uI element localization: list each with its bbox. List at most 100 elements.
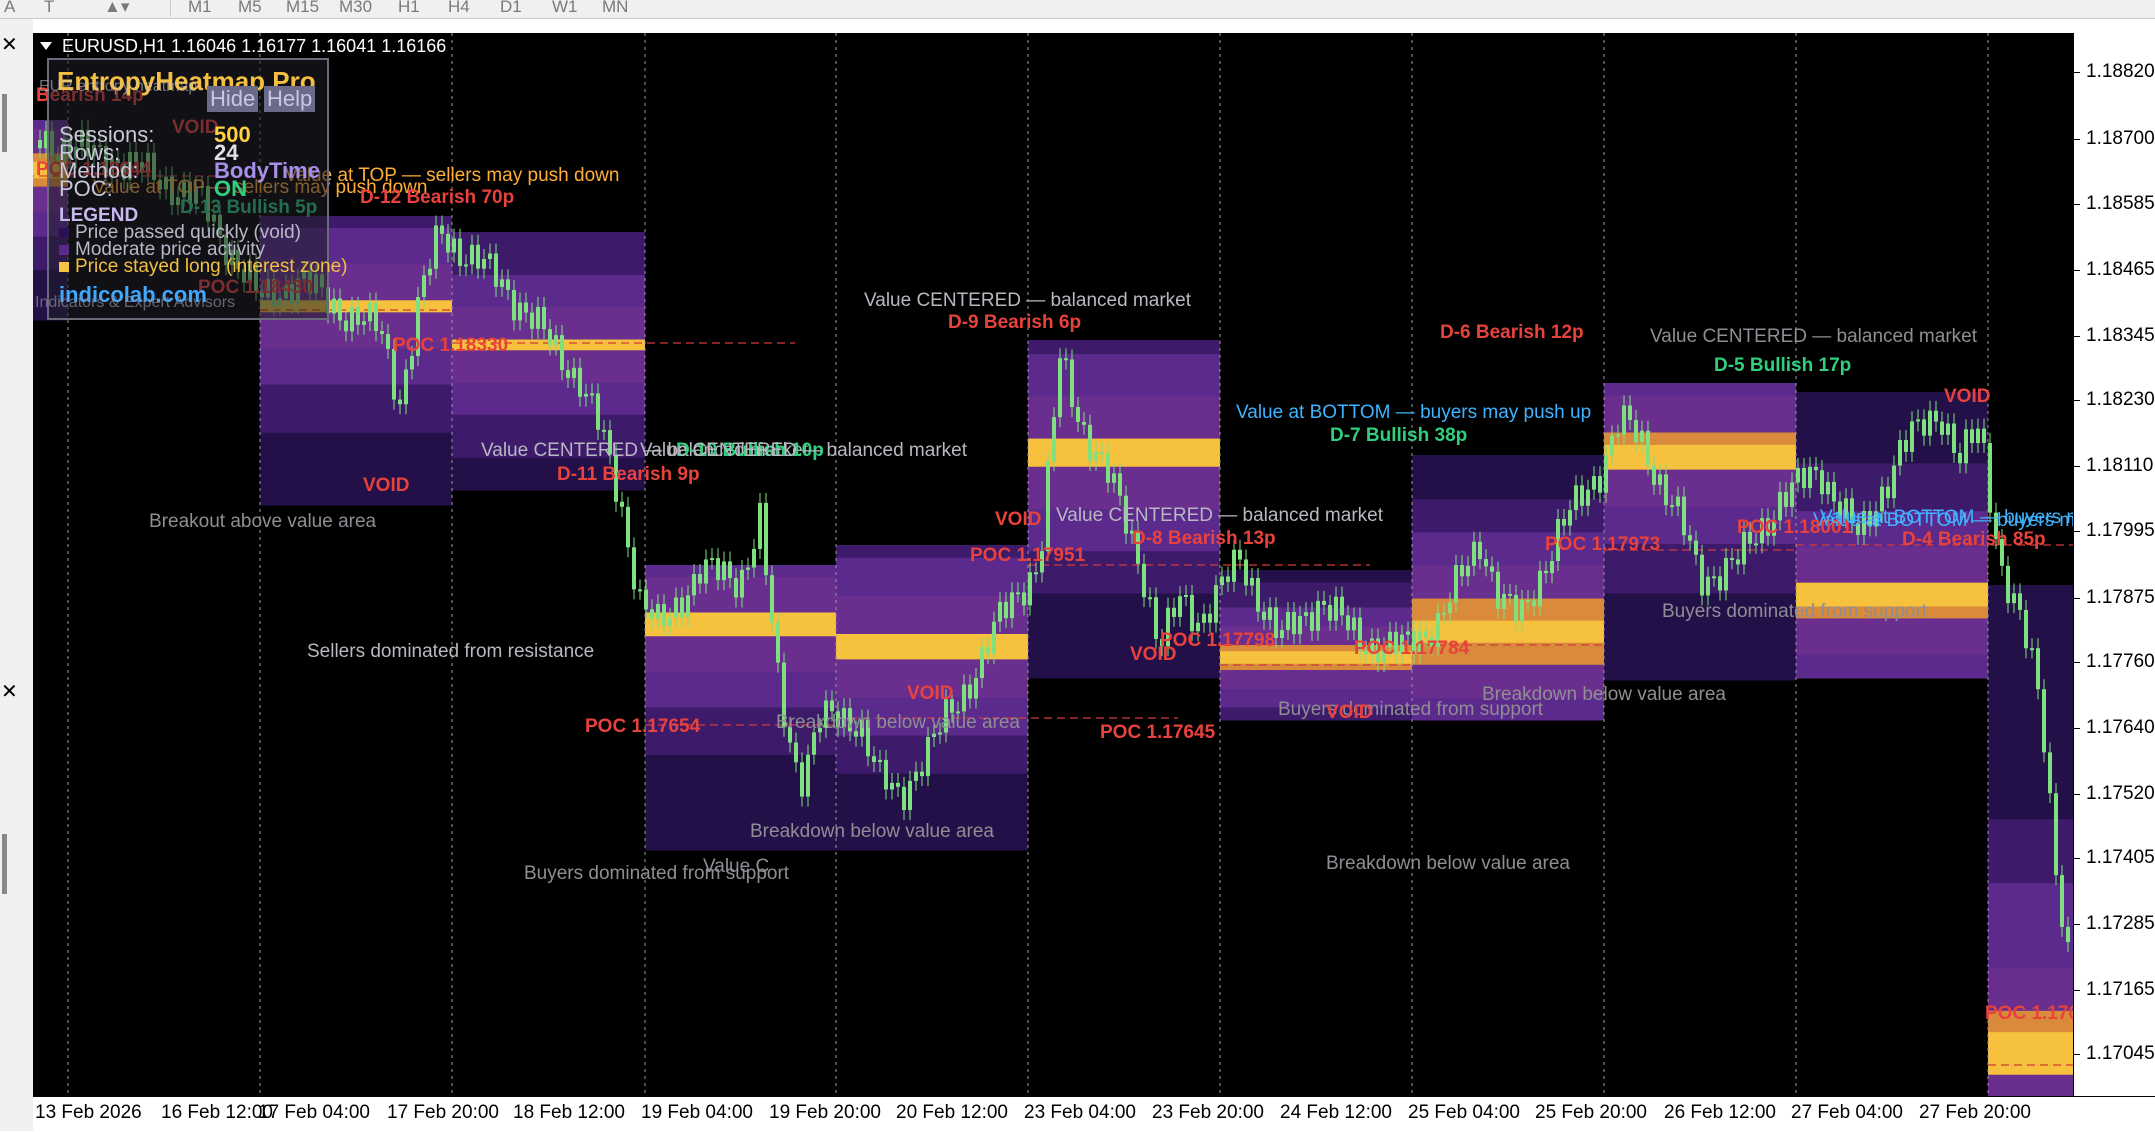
chart-area[interactable]: [33, 33, 2073, 1096]
time-label: 23 Feb 04:00: [1024, 1102, 1136, 1123]
left-scroll-handle-2[interactable]: [2, 834, 7, 894]
close-chart-icon[interactable]: ✕: [1, 32, 18, 56]
heatmap-cell: [1028, 537, 1220, 552]
chart-annotation: Value C: [703, 856, 770, 877]
candle-body: [1178, 596, 1182, 617]
heatmap-cell: [645, 707, 836, 720]
heatmap-cell: [1028, 424, 1220, 440]
candle-body: [1388, 631, 1392, 648]
price-label: 1.17165: [2086, 979, 2155, 1000]
chart-menu-icon[interactable]: [40, 42, 52, 50]
candle-body: [1370, 638, 1374, 655]
heatmap-cell: [1796, 606, 1988, 619]
candle-body: [1898, 440, 1902, 466]
heatmap-cell: [1028, 396, 1220, 411]
heatmap-cell: [260, 432, 452, 446]
price-label: 1.18230: [2086, 389, 2155, 410]
candle-body: [1346, 615, 1350, 631]
candle-body: [1292, 611, 1296, 635]
heatmap-cell: [452, 275, 645, 287]
candle-body: [1406, 631, 1410, 635]
tf-d1-button[interactable]: D1: [500, 0, 522, 16]
candle-body: [1886, 486, 1890, 499]
heatmap-cell: [1988, 670, 2073, 692]
chart-annotation: VOID: [1944, 386, 1991, 407]
chart-annotation: D-8 Bearish 13p: [1132, 528, 1276, 549]
time-label: 17 Feb 04:00: [258, 1102, 370, 1123]
candle-body: [386, 334, 390, 349]
price-axis[interactable]: 1.18820 1.18700 1.18585 1.18465 1.18345 1.182…: [2073, 33, 2155, 1096]
candle-body: [332, 298, 336, 314]
chart-annotation: Value CENTERED — balanced market: [481, 440, 808, 461]
tf-mn-button[interactable]: MN: [602, 0, 629, 16]
heatmap-cell: [1988, 840, 2073, 863]
chart-annotation: D-10 Bullish 10p: [676, 440, 824, 461]
heatmap-cell: [1604, 482, 1796, 495]
tf-w1-button[interactable]: W1: [552, 0, 578, 16]
text-label-tool-button[interactable]: T: [44, 0, 55, 16]
text-tool-button[interactable]: A: [4, 0, 16, 16]
chart-annotation: D-6 Bearish 12p: [1440, 322, 1584, 343]
candle-body: [1676, 496, 1680, 507]
hide-button[interactable]: Hide: [207, 86, 259, 112]
tf-h1-button[interactable]: H1: [398, 0, 420, 16]
left-scroll-handle[interactable]: [2, 94, 7, 152]
price-tick: [2074, 531, 2080, 532]
heatmap-cell: [645, 838, 836, 851]
candle-body: [392, 348, 396, 400]
heatmap-cell: [1604, 506, 1796, 520]
price-tick: [2074, 794, 2080, 795]
tf-m15-button[interactable]: M15: [286, 0, 320, 16]
shapes-tool-icon[interactable]: ▲▾: [104, 0, 130, 16]
price-label: 1.17760: [2086, 651, 2155, 672]
symbol-header: EURUSD,H1 1.16046 1.16177 1.16041 1.1616…: [62, 36, 447, 56]
time-axis[interactable]: 13 Feb 2026 16 Feb 12:00 17 Feb 04:00 17 Fe…: [33, 1096, 2155, 1132]
candle-body: [1784, 492, 1788, 507]
chart-annotation: POC 1.17973: [1545, 534, 1661, 555]
heatmap-cell: [1220, 701, 1412, 708]
heatmap-cell: [1412, 697, 1604, 710]
heatmap-cell: [1988, 1053, 2073, 1076]
heatmap-cell: [452, 253, 645, 265]
price-tick: [2074, 924, 2080, 925]
candle-body: [1670, 505, 1674, 508]
heatmap-cell: [1220, 695, 1412, 702]
candle-body: [512, 289, 516, 321]
tf-m1-button[interactable]: M1: [188, 0, 212, 16]
legend-item-moderate: Moderate price activity: [59, 239, 265, 261]
candle-body: [854, 731, 858, 737]
legend-title: LEGEND: [59, 205, 139, 226]
heatmap-cell: [452, 264, 645, 276]
website-link[interactable]: indicolab.com: [59, 282, 207, 307]
candle-body: [488, 253, 492, 259]
indicator-panel[interactable]: EntropyHeatmap Pro EUR entropy heatmap H…: [35, 58, 347, 320]
help-button[interactable]: Help: [264, 86, 316, 112]
heatmap-cell: [1220, 676, 1412, 683]
candle-body: [692, 573, 696, 596]
candle-body: [1118, 473, 1122, 496]
candle-body: [2060, 875, 2064, 927]
heatmap-cell: [1412, 642, 1604, 655]
candle-body: [1880, 486, 1884, 512]
close-subwindow-icon[interactable]: ✕: [1, 679, 18, 703]
candle-body: [1862, 511, 1866, 535]
tf-m30-button[interactable]: M30: [339, 0, 373, 16]
time-label: 27 Feb 20:00: [1919, 1102, 2031, 1123]
heatmap-cell: [1988, 755, 2073, 778]
heatmap-cell: [1412, 499, 1604, 511]
tf-h4-button[interactable]: H4: [448, 0, 470, 16]
tf-m5-button[interactable]: M5: [238, 0, 262, 16]
heatmap-cell: [836, 659, 1028, 673]
time-label: 25 Feb 04:00: [1408, 1102, 1520, 1123]
candle-body: [1298, 615, 1302, 635]
candle-body: [1694, 540, 1698, 555]
candle-body: [1652, 465, 1656, 485]
sessions-label: Sessions:: [59, 122, 155, 147]
chart-annotation: Value at BOTTOM — buyers may push up: [1236, 402, 1592, 423]
candle-body: [506, 279, 510, 290]
heatmap-cell: [1412, 510, 1604, 522]
heatmap-cell: [452, 296, 645, 308]
candle-body: [1220, 576, 1224, 586]
candle-body: [800, 762, 804, 797]
heatmap-cell: [1604, 593, 1796, 607]
